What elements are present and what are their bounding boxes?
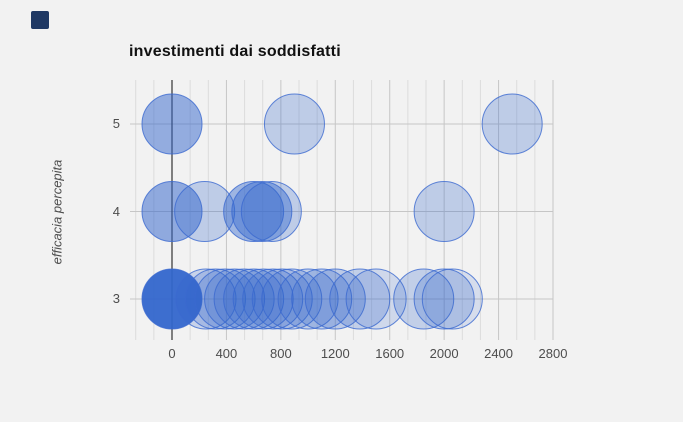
bubble[interactable] [345, 268, 407, 330]
x-tick-label: 2000 [429, 346, 459, 361]
bubble[interactable] [141, 181, 203, 242]
chart-title: investimenti dai soddisfatti [129, 43, 341, 60]
bubble[interactable] [232, 268, 294, 330]
bubble[interactable] [251, 268, 313, 330]
bubble[interactable] [263, 93, 325, 155]
bubble[interactable] [213, 268, 275, 330]
bubble[interactable] [421, 268, 483, 330]
bubble[interactable] [277, 268, 339, 330]
x-tick-label: 2400 [484, 346, 514, 361]
x-tick-label: 1200 [320, 346, 350, 361]
bubble[interactable] [413, 268, 475, 330]
bubble[interactable] [481, 93, 543, 155]
bubble[interactable] [204, 268, 266, 330]
bubble[interactable] [231, 181, 293, 242]
bubble[interactable] [240, 181, 302, 242]
bubble[interactable] [223, 268, 285, 330]
corner-swatch [31, 11, 49, 29]
bubble[interactable] [291, 268, 353, 330]
bubble[interactable] [242, 268, 304, 330]
bubble[interactable] [329, 268, 391, 330]
bubble[interactable] [223, 181, 285, 242]
bubble[interactable] [194, 268, 256, 330]
x-tick-label: 2800 [538, 346, 568, 361]
bubble[interactable] [413, 181, 475, 242]
bubble[interactable] [141, 268, 203, 330]
x-tick-label: 400 [215, 346, 238, 361]
bubble[interactable] [175, 268, 237, 330]
x-tick-label: 1600 [375, 346, 405, 361]
y-tick-label: 3 [112, 291, 120, 306]
y-tick-label: 4 [112, 203, 120, 219]
bubble[interactable] [141, 93, 203, 155]
x-tick-label: 0 [168, 346, 176, 361]
bubble[interactable] [174, 181, 236, 242]
bubble[interactable] [393, 268, 455, 330]
x-tick-label: 800 [269, 346, 292, 361]
y-tick-label: 5 [112, 116, 120, 131]
bubble[interactable] [185, 268, 247, 330]
